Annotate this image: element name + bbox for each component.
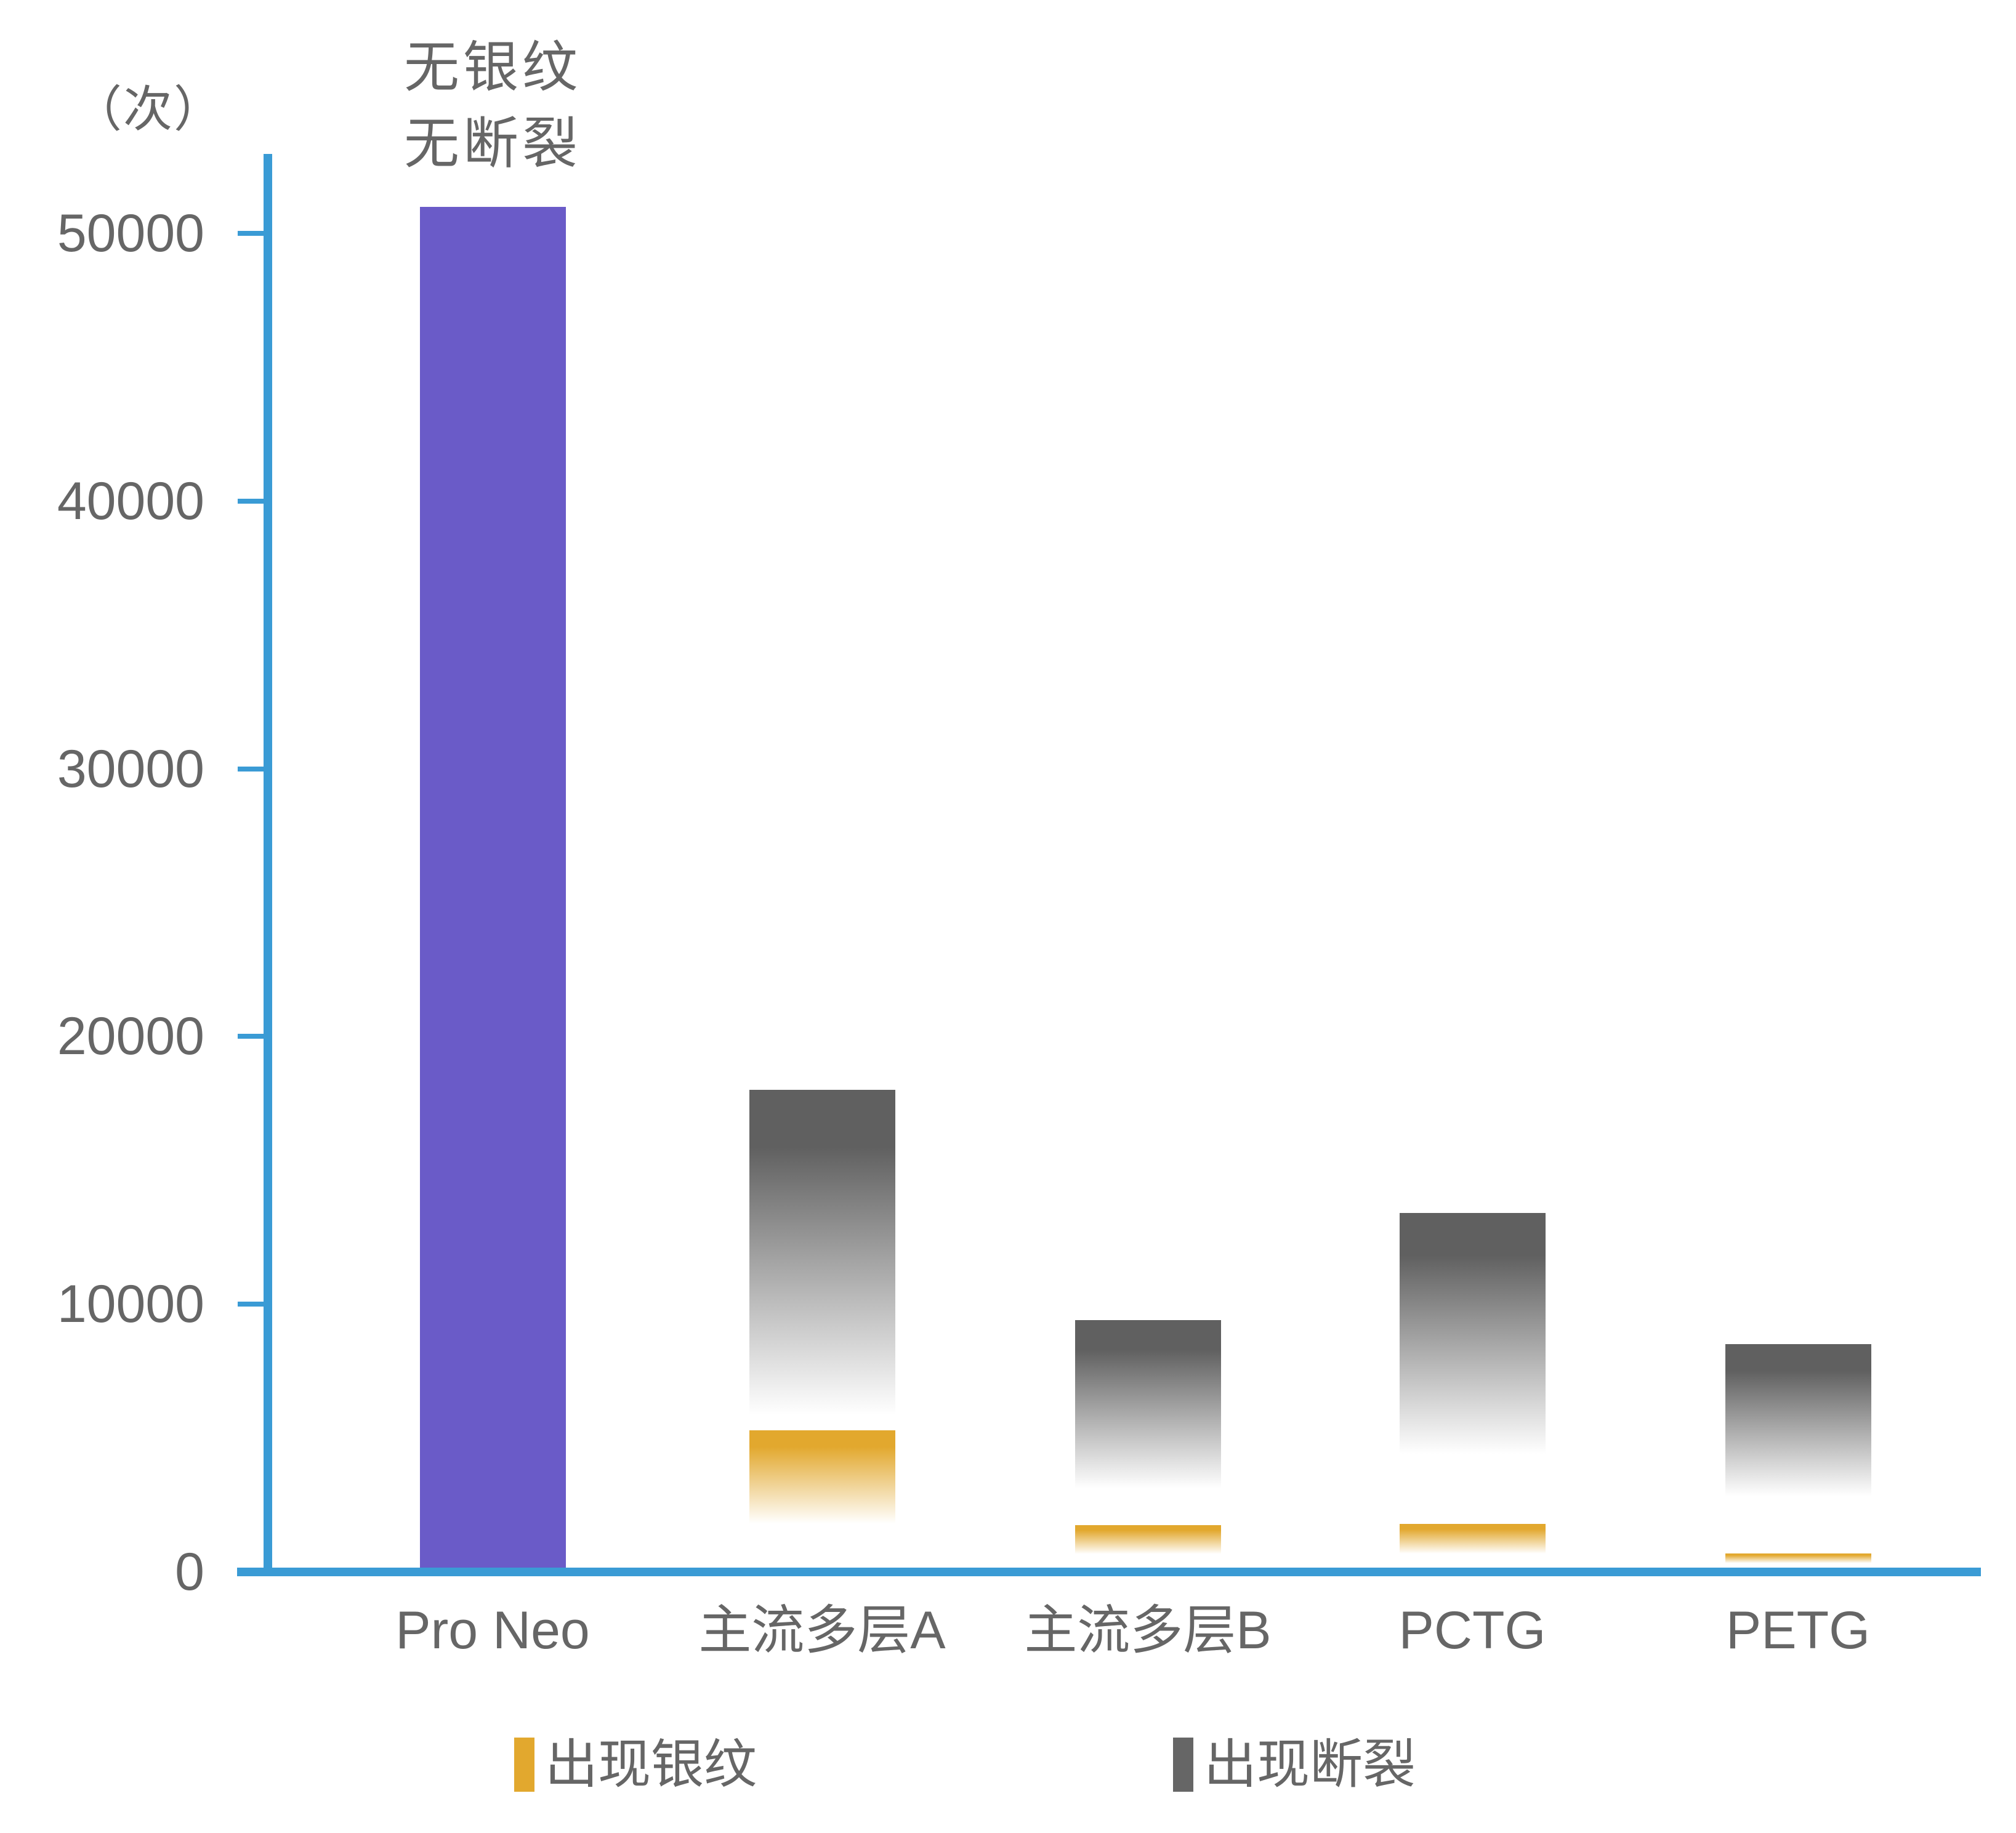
legend-label-silver-streak: 出现银纹 xyxy=(545,1735,757,1794)
y-tick-30000 xyxy=(238,766,267,771)
x-label-cat0: Pro Neo xyxy=(395,1601,590,1660)
bar-silver-streak-cat3 xyxy=(1400,1524,1546,1568)
y-tick-label-50000: 50000 xyxy=(57,204,204,263)
y-tick-20000 xyxy=(238,1034,267,1039)
bar-silver-streak-cat2 xyxy=(1075,1525,1221,1568)
y-tick-label-10000: 10000 xyxy=(57,1275,204,1334)
x-label-cat1: 主流多层A xyxy=(698,1601,946,1660)
y-tick-label-20000: 20000 xyxy=(57,1007,204,1066)
pro-neo-annotation: 无银纹 无断裂 xyxy=(308,30,677,182)
y-tick-50000 xyxy=(238,231,267,236)
legend-label-breakage: 出现断裂 xyxy=(1204,1735,1416,1794)
y-tick-10000 xyxy=(238,1302,267,1307)
legend-swatch-breakage xyxy=(1173,1738,1193,1792)
y-axis-unit-label: （次） xyxy=(73,82,224,137)
y-tick-label-40000: 40000 xyxy=(57,471,204,531)
x-label-cat4: PETG xyxy=(1725,1601,1871,1660)
y-tick-label-0: 0 xyxy=(175,1542,204,1601)
y-axis-line xyxy=(264,154,272,1568)
bar-no-defect-cat0 xyxy=(420,207,566,1568)
y-tick-label-30000: 30000 xyxy=(57,739,204,799)
x-label-cat3: PCTG xyxy=(1398,1601,1546,1660)
x-label-cat2: 主流多层B xyxy=(1024,1601,1272,1660)
bar-breakage-cat3 xyxy=(1400,1213,1546,1568)
bar-silver-streak-cat4 xyxy=(1725,1553,1871,1568)
annotation-line-1: 无银纹 xyxy=(404,37,581,99)
bar-breakage-cat4 xyxy=(1725,1344,1871,1568)
x-axis-line xyxy=(237,1568,1981,1576)
bar-silver-streak-cat1 xyxy=(749,1430,895,1568)
y-tick-40000 xyxy=(238,498,267,504)
annotation-line-2: 无断裂 xyxy=(404,113,581,175)
legend-swatch-silver-streak xyxy=(514,1738,534,1792)
